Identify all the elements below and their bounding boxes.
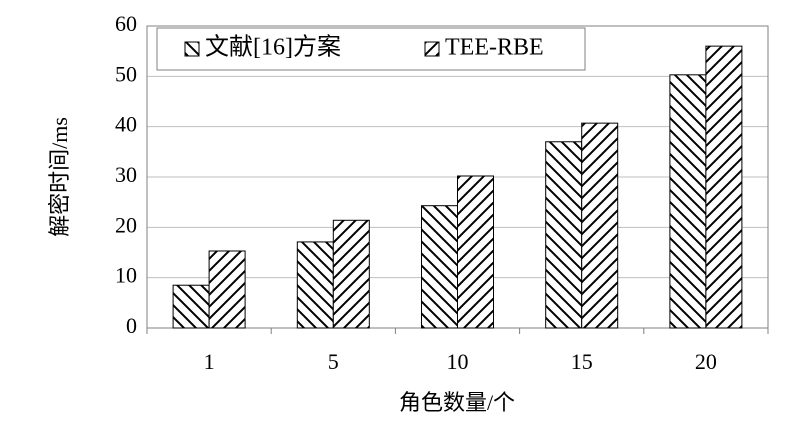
- y-tick-label: 10: [115, 263, 137, 288]
- legend-label: 文献[16]方案: [205, 34, 341, 61]
- y-tick-label: 20: [115, 212, 137, 237]
- x-tick-label: 15: [571, 349, 593, 374]
- x-tick-label: 5: [328, 349, 339, 374]
- bar: [545, 141, 583, 329]
- bar: [172, 284, 210, 329]
- x-tick-label: 20: [695, 349, 717, 374]
- y-tick-label: 50: [115, 61, 137, 86]
- y-tick-label: 60: [115, 11, 137, 36]
- legend-swatch: [184, 41, 200, 57]
- bar: [705, 45, 743, 329]
- x-tick-label: 10: [447, 349, 469, 374]
- x-axis-label: 角色数量/个: [399, 390, 515, 415]
- y-axis-label: 解密时间/ms: [47, 117, 72, 237]
- legend-box: [156, 27, 586, 71]
- x-tick-label: 1: [204, 349, 215, 374]
- bar: [332, 219, 370, 329]
- bar: [581, 122, 619, 329]
- legend-label: TEE-RBE: [445, 35, 544, 61]
- y-tick-label: 0: [126, 313, 137, 338]
- bar: [669, 74, 707, 329]
- bar: [421, 205, 458, 329]
- y-tick-label: 40: [115, 112, 137, 137]
- bar: [208, 250, 246, 329]
- bar: [296, 241, 334, 329]
- legend-swatch: [424, 41, 440, 57]
- bar: [457, 175, 494, 329]
- y-tick-label: 30: [115, 162, 137, 187]
